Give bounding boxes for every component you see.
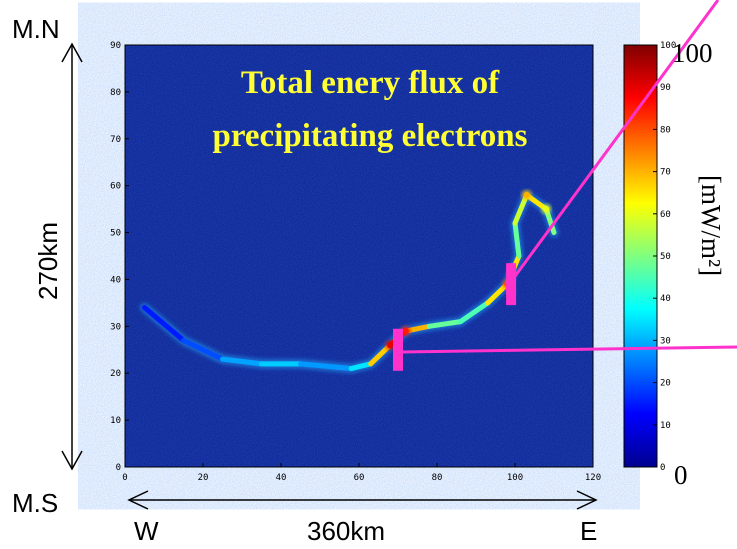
colorbar-tick-label: 100: [660, 41, 676, 51]
colorbar-tick-label: 80: [660, 125, 671, 135]
title-line-1: Total enery flux of: [241, 65, 500, 101]
label-360km: 360km: [307, 516, 385, 546]
colorbar-tick-label: 20: [660, 379, 671, 389]
colorbar-min-label: 0: [674, 460, 688, 490]
y-tick-label: 0: [116, 463, 121, 473]
arc-segment: [512, 192, 530, 226]
x-axis-ticks: 0 20 40 60 80 100 120: [122, 463, 601, 483]
aurora-arc: [140, 190, 559, 374]
x-tick-label: 60: [354, 473, 365, 483]
arc-segment: [220, 356, 264, 367]
label-ms: M.S: [12, 488, 58, 518]
heatmap-plot: Total enery flux of precipitating electr…: [124, 44, 594, 468]
y-tick-label: 50: [110, 229, 121, 239]
y-tick-label: 80: [110, 88, 121, 98]
x-tick-label: 100: [507, 473, 523, 483]
arc-segment: [348, 361, 374, 372]
y-tick-label: 20: [110, 369, 121, 379]
label-270km: 270km: [33, 222, 63, 300]
marker-bar: [506, 263, 517, 306]
arc-hotspot-core: [402, 328, 409, 335]
colorbar: 0 10 20 30 40 50 60 70 80 90 100: [623, 41, 676, 473]
x-tick-label: 0: [122, 473, 127, 483]
marker-bar: [393, 328, 403, 371]
arc-segment: [457, 300, 491, 325]
x-tick-label: 40: [276, 473, 287, 483]
arc-hotspot-core: [387, 342, 394, 349]
colorbar-tick-label: 10: [660, 421, 671, 431]
pointer-lines: [401, 0, 737, 354]
arc-segment: [181, 337, 225, 362]
horizontal-arrow: [127, 490, 598, 510]
colorbar-tick-label: 70: [660, 168, 671, 178]
y-tick-label: 30: [110, 322, 121, 332]
y-tick-label: 10: [110, 416, 121, 426]
colorbar-tick-label: 40: [660, 294, 671, 304]
arc-segment: [512, 220, 522, 259]
vertical-arrow: [61, 42, 83, 471]
arc-segment: [142, 305, 186, 343]
x-tick-label: 20: [198, 473, 209, 483]
y-tick-label: 60: [110, 182, 121, 192]
colorbar-tick-label: 90: [660, 83, 671, 93]
colorbar-gradient: [623, 44, 658, 468]
colorbar-tick-label: 0: [660, 463, 665, 473]
arc-segment: [485, 281, 510, 306]
label-mn: M.N: [12, 14, 60, 44]
y-tick-label: 40: [110, 275, 121, 285]
arc-hotspot-core: [543, 206, 550, 213]
arc-segment: [298, 361, 354, 372]
arc-segment: [368, 342, 393, 367]
arc-segment: [426, 319, 463, 329]
marker-bars: [393, 263, 517, 371]
label-west: W: [134, 516, 159, 546]
colorbar-max-label: 100: [672, 38, 713, 68]
colorbar-unit-label: [mW/m²]: [696, 175, 726, 276]
title-line-2: precipitating electrons: [213, 118, 528, 154]
colorbar-tick-label: 60: [660, 210, 671, 220]
y-tick-label: 70: [110, 135, 121, 145]
colorbar-ticks: 0 10 20 30 40 50 60 70 80 90 100: [653, 41, 676, 473]
y-axis-ticks: 0 10 20 30 40 50 60 70 80 90: [110, 41, 129, 473]
arc-hotspot-core: [523, 192, 530, 199]
x-tick-label: 120: [585, 473, 601, 483]
colorbar-tick-label: 50: [660, 252, 671, 262]
label-east: E: [580, 516, 597, 546]
colorbar-tick-label: 30: [660, 336, 671, 346]
x-tick-label: 80: [432, 473, 443, 483]
y-tick-label: 90: [110, 41, 121, 51]
